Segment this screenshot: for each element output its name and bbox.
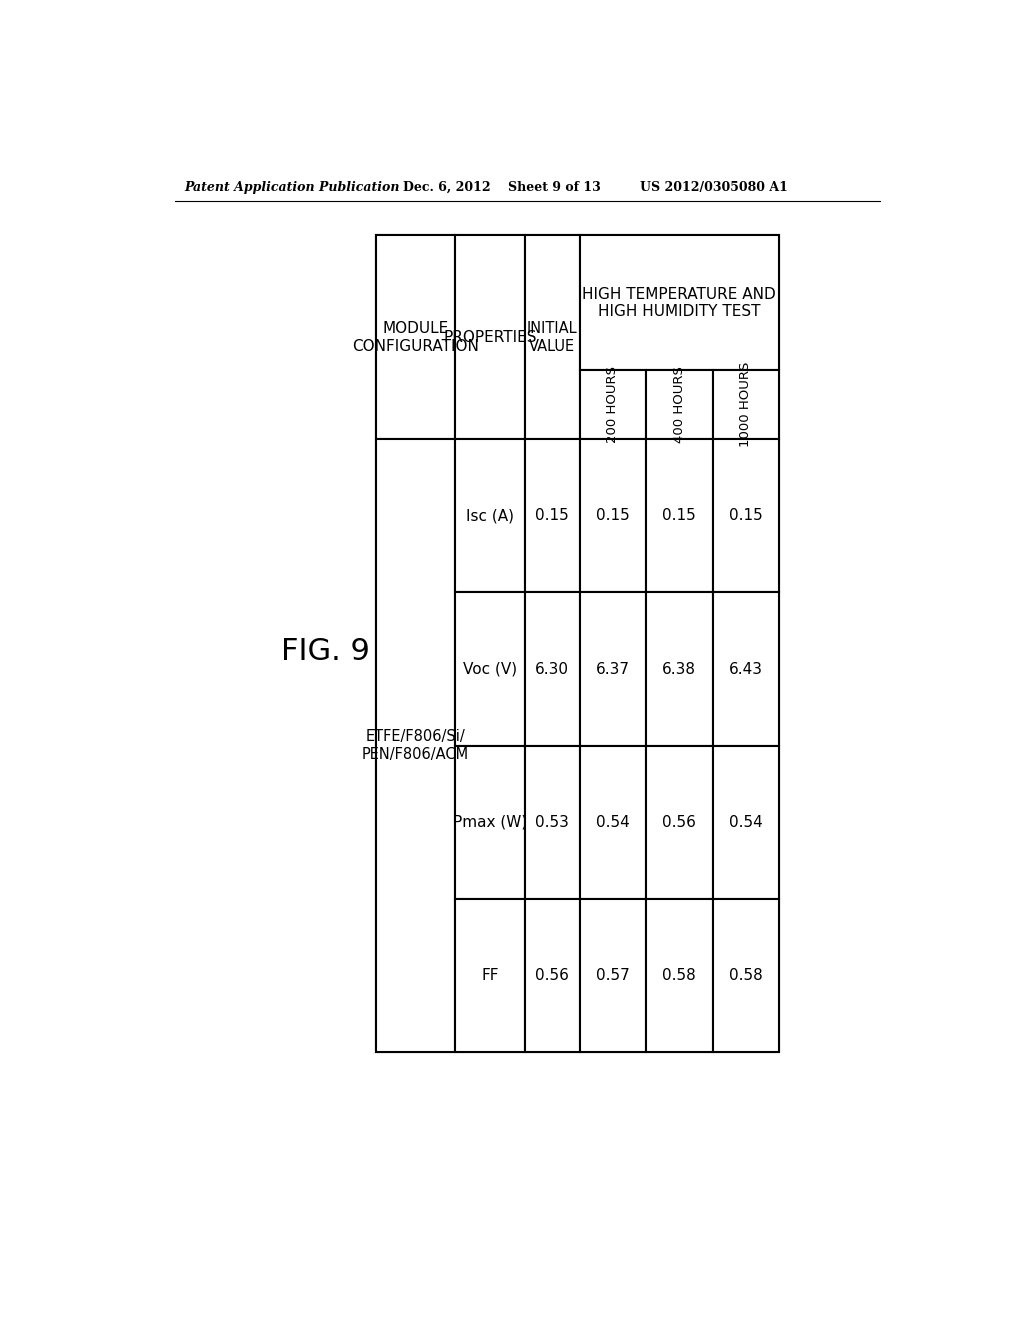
Text: 0.56: 0.56 bbox=[663, 814, 696, 829]
Bar bbox=[646, 746, 713, 899]
Text: 200 HOURS: 200 HOURS bbox=[606, 366, 620, 444]
Text: 0.15: 0.15 bbox=[729, 508, 763, 524]
Text: 0.15: 0.15 bbox=[663, 508, 696, 524]
Bar bbox=[525, 235, 580, 440]
Text: ETFE/F806/Si/
PEN/F806/ACM: ETFE/F806/Si/ PEN/F806/ACM bbox=[361, 730, 469, 762]
Bar bbox=[646, 593, 713, 746]
Text: PROPERTIES: PROPERTIES bbox=[443, 330, 537, 345]
Bar bbox=[455, 440, 525, 593]
Bar bbox=[713, 370, 779, 440]
Text: Pmax (W): Pmax (W) bbox=[453, 814, 527, 829]
Bar bbox=[580, 440, 646, 593]
Bar bbox=[525, 899, 580, 1052]
Bar bbox=[713, 440, 779, 593]
Bar bbox=[646, 899, 713, 1052]
Text: 0.56: 0.56 bbox=[536, 968, 569, 982]
Bar bbox=[525, 746, 580, 899]
Bar bbox=[376, 440, 455, 1052]
Text: 0.54: 0.54 bbox=[729, 814, 763, 829]
Text: HIGH TEMPERATURE AND
HIGH HUMIDITY TEST: HIGH TEMPERATURE AND HIGH HUMIDITY TEST bbox=[583, 286, 776, 319]
Text: Isc (A): Isc (A) bbox=[466, 508, 514, 524]
Text: Dec. 6, 2012: Dec. 6, 2012 bbox=[403, 181, 490, 194]
Bar bbox=[376, 235, 455, 440]
Text: US 2012/0305080 A1: US 2012/0305080 A1 bbox=[640, 181, 787, 194]
Bar bbox=[455, 235, 525, 440]
Bar bbox=[455, 746, 525, 899]
Text: 0.58: 0.58 bbox=[663, 968, 696, 982]
Text: 0.54: 0.54 bbox=[596, 814, 630, 829]
Text: MODULE
CONFIGURATION: MODULE CONFIGURATION bbox=[352, 321, 479, 354]
Bar bbox=[580, 593, 646, 746]
Text: Voc (V): Voc (V) bbox=[463, 661, 517, 677]
Text: 6.30: 6.30 bbox=[536, 661, 569, 677]
Text: 6.43: 6.43 bbox=[729, 661, 763, 677]
Text: FIG. 9: FIG. 9 bbox=[282, 636, 370, 665]
Text: 0.58: 0.58 bbox=[729, 968, 763, 982]
Text: 1000 HOURS: 1000 HOURS bbox=[739, 362, 753, 447]
Bar bbox=[713, 746, 779, 899]
Text: 400 HOURS: 400 HOURS bbox=[673, 367, 686, 444]
Bar bbox=[376, 235, 779, 1052]
Text: 6.38: 6.38 bbox=[663, 661, 696, 677]
Text: Patent Application Publication: Patent Application Publication bbox=[183, 181, 399, 194]
Text: INITIAL
VALUE: INITIAL VALUE bbox=[527, 321, 578, 354]
Bar bbox=[580, 746, 646, 899]
Text: Sheet 9 of 13: Sheet 9 of 13 bbox=[508, 181, 600, 194]
Bar bbox=[455, 899, 525, 1052]
Bar bbox=[525, 440, 580, 593]
Bar bbox=[646, 440, 713, 593]
Bar bbox=[646, 370, 713, 440]
Text: FF: FF bbox=[481, 968, 499, 982]
Bar bbox=[580, 370, 646, 440]
Text: 0.57: 0.57 bbox=[596, 968, 630, 982]
Text: 6.37: 6.37 bbox=[596, 661, 630, 677]
Bar bbox=[713, 593, 779, 746]
Bar bbox=[580, 235, 779, 370]
Text: 0.15: 0.15 bbox=[536, 508, 569, 524]
Bar bbox=[525, 593, 580, 746]
Bar bbox=[580, 899, 646, 1052]
Bar bbox=[455, 593, 525, 746]
Bar bbox=[713, 899, 779, 1052]
Text: 0.53: 0.53 bbox=[536, 814, 569, 829]
Text: 0.15: 0.15 bbox=[596, 508, 630, 524]
